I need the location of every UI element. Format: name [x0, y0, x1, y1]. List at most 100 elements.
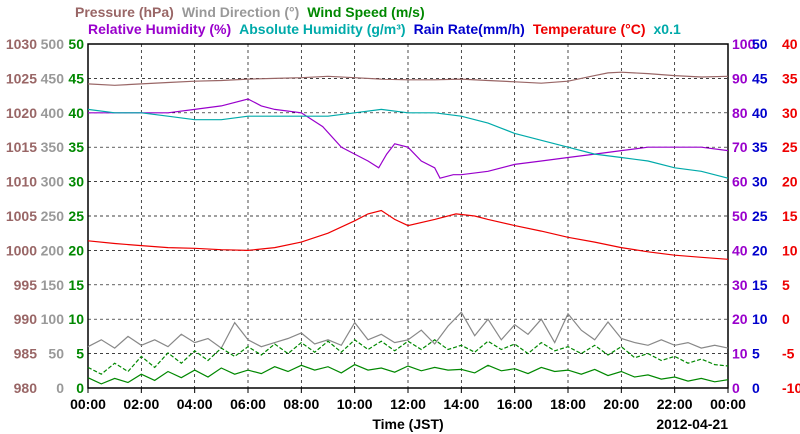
x-tick-label: 14:00 [443, 396, 479, 412]
y-tick-label-temperature: 15 [782, 208, 798, 224]
y-tick-label-pressure: 1000 [6, 242, 37, 258]
x-tick-label: 00:00 [710, 396, 746, 412]
y-tick-label-pressure: 1015 [6, 139, 37, 155]
y-tick-label-pressure: 985 [14, 346, 38, 362]
x-tick-label: 12:00 [390, 396, 426, 412]
y-tick-label-temperature: 35 [782, 70, 798, 86]
x-tick-label: 22:00 [657, 396, 693, 412]
y-tick-label-humidity: 0 [732, 380, 740, 396]
y-tick-label-wind-dir: 450 [41, 70, 65, 86]
y-tick-label-temperature: 20 [782, 174, 798, 190]
y-tick-label-rain: 40 [752, 105, 768, 121]
title-row-1: Pressure (hPa) Wind Direction (°) Wind Spe… [75, 4, 425, 20]
y-tick-label-temperature: -5 [782, 346, 795, 362]
y-tick-label-humidity: 30 [732, 277, 748, 293]
title-row-2: Relative Humidity (%) Absolute Humidity (… [88, 21, 681, 37]
y-axes: 1030102510201015101010051000995990985980… [6, 36, 800, 396]
y-tick-label-wind-speed: 5 [76, 346, 84, 362]
y-tick-label-pressure: 990 [14, 311, 38, 327]
title-item: Relative Humidity (%) [88, 21, 231, 37]
x-tick-label: 04:00 [177, 396, 213, 412]
y-tick-label-temperature: -10 [782, 380, 800, 396]
y-tick-label-wind-dir: 150 [41, 277, 65, 293]
y-tick-label-rain: 15 [752, 277, 768, 293]
title-item: Wind Direction (°) [182, 4, 299, 20]
title-item: Pressure (hPa) [75, 4, 174, 20]
y-tick-label-wind-dir: 400 [41, 105, 65, 121]
y-tick-label-pressure: 1020 [6, 105, 37, 121]
x-tick-label: 08:00 [283, 396, 319, 412]
x-tick-label: 10:00 [337, 396, 373, 412]
y-tick-label-pressure: 1010 [6, 174, 37, 190]
x-tick-label: 00:00 [70, 396, 106, 412]
x-tick-label: 02:00 [123, 396, 159, 412]
y-tick-label-rain: 30 [752, 174, 768, 190]
y-tick-label-rain: 25 [752, 208, 768, 224]
y-tick-label-temperature: 30 [782, 105, 798, 121]
y-tick-label-rain: 45 [752, 70, 768, 86]
y-tick-label-wind-speed: 20 [68, 242, 84, 258]
y-tick-label-wind-dir: 300 [41, 174, 65, 190]
y-tick-label-temperature: 25 [782, 139, 798, 155]
title-item: Temperature (°C) [533, 21, 646, 37]
y-tick-label-rain: 5 [752, 346, 760, 362]
date-label: 2012-04-21 [656, 416, 728, 432]
y-tick-label-humidity: 70 [732, 139, 748, 155]
series-line [87, 209, 729, 260]
series-line [87, 108, 729, 179]
y-tick-label-wind-speed: 50 [68, 36, 84, 52]
y-tick-label-wind-speed: 10 [68, 311, 84, 327]
scale-note: x0.1 [654, 21, 681, 37]
chart-titles: Pressure (hPa) Wind Direction (°) Wind Spe… [75, 4, 681, 37]
x-axis-label: Time (JST) [372, 416, 443, 432]
y-tick-label-humidity: 100 [732, 36, 756, 52]
y-tick-label-wind-dir: 350 [41, 139, 65, 155]
title-item: Wind Speed (m/s) [307, 4, 424, 20]
y-tick-label-wind-speed: 35 [68, 139, 84, 155]
y-tick-label-wind-dir: 500 [41, 36, 65, 52]
y-tick-label-pressure: 1025 [6, 70, 37, 86]
series-line [87, 363, 729, 385]
y-tick-label-wind-dir: 250 [41, 208, 65, 224]
y-tick-label-pressure: 980 [14, 380, 38, 396]
y-tick-label-wind-dir: 0 [56, 380, 64, 396]
title-item: Absolute Humidity (g/m³) [239, 21, 405, 37]
y-tick-label-rain: 50 [752, 36, 768, 52]
y-tick-label-wind-dir: 200 [41, 242, 65, 258]
x-tick-label: 06:00 [230, 396, 266, 412]
series-line [87, 339, 729, 375]
y-tick-label-temperature: 0 [782, 311, 790, 327]
y-tick-label-rain: 10 [752, 311, 768, 327]
y-tick-label-humidity: 60 [732, 174, 748, 190]
y-tick-label-wind-dir: 50 [48, 346, 64, 362]
y-tick-label-wind-speed: 25 [68, 208, 84, 224]
y-tick-label-pressure: 995 [14, 277, 38, 293]
y-tick-label-rain: 35 [752, 139, 768, 155]
series-line [87, 311, 729, 349]
y-tick-label-humidity: 50 [732, 208, 748, 224]
y-tick-label-humidity: 20 [732, 311, 748, 327]
x-axis: 00:00 02:00 04:00 06:00 08:00 10:00 12:00 14:00… [70, 388, 746, 412]
y-tick-label-wind-speed: 45 [68, 70, 84, 86]
y-tick-label-wind-speed: 40 [68, 105, 84, 121]
y-tick-label-temperature: 40 [782, 36, 798, 52]
series-line [88, 98, 729, 179]
y-tick-label-wind-speed: 30 [68, 174, 84, 190]
y-tick-label-humidity: 10 [732, 346, 748, 362]
y-tick-label-wind-dir: 100 [41, 311, 65, 327]
y-tick-label-temperature: 10 [782, 242, 798, 258]
y-tick-label-pressure: 1030 [6, 36, 37, 52]
y-tick-label-pressure: 1005 [6, 208, 37, 224]
title-item: Rain Rate(mm/h) [414, 21, 525, 37]
y-tick-label-wind-speed: 0 [76, 380, 84, 396]
x-tick-label: 16:00 [497, 396, 533, 412]
y-tick-label-rain: 0 [752, 380, 760, 396]
y-tick-label-temperature: 5 [782, 277, 790, 293]
series-group [87, 71, 729, 385]
x-tick-label: 18:00 [550, 396, 586, 412]
y-tick-label-humidity: 90 [732, 70, 748, 86]
y-tick-label-rain: 20 [752, 242, 768, 258]
y-tick-label-humidity: 40 [732, 242, 748, 258]
series-line [87, 71, 729, 86]
